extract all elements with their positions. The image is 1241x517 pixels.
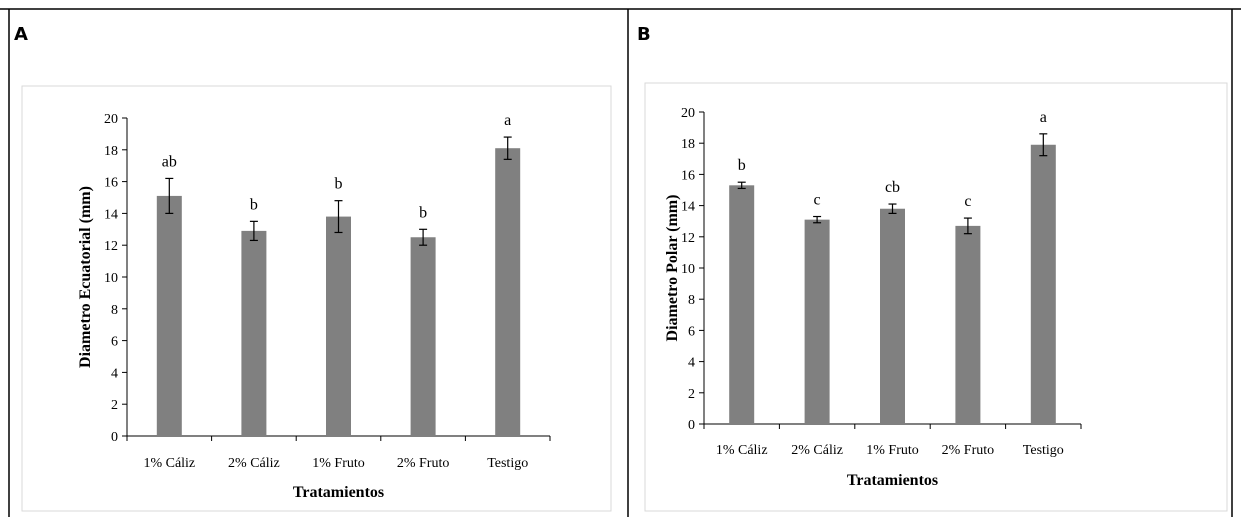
y-tick-label: 6 bbox=[688, 324, 695, 339]
significance-label: ab bbox=[162, 153, 177, 170]
significance-label: b bbox=[419, 204, 427, 221]
bar bbox=[410, 237, 436, 436]
panel-a-letter: A bbox=[14, 24, 28, 45]
y-tick-label: 2 bbox=[688, 387, 695, 402]
significance-label: b bbox=[335, 176, 343, 193]
category-label: 2% Fruto bbox=[942, 443, 995, 458]
bar bbox=[729, 185, 755, 424]
category-label: 1% Fruto bbox=[312, 456, 365, 471]
y-tick-label: 18 bbox=[104, 144, 118, 159]
significance-label: c bbox=[964, 193, 971, 210]
bar bbox=[804, 219, 830, 424]
y-tick-label: 14 bbox=[681, 200, 695, 215]
y-tick-label: 8 bbox=[111, 303, 118, 318]
category-label: 1% Cáliz bbox=[716, 443, 768, 458]
bar bbox=[880, 208, 905, 424]
bar bbox=[955, 225, 981, 424]
x-axis-title: Tratamientos bbox=[293, 484, 384, 501]
y-tick-label: 20 bbox=[681, 106, 695, 121]
y-tick-label: 6 bbox=[111, 335, 118, 350]
y-tick-label: 18 bbox=[681, 137, 695, 152]
category-label: Testigo bbox=[487, 456, 528, 471]
category-label: 2% Cáliz bbox=[228, 456, 280, 471]
significance-label: c bbox=[814, 192, 821, 209]
y-axis-title: Diametro Polar (mm) bbox=[664, 195, 681, 342]
y-tick-label: 14 bbox=[104, 207, 118, 222]
bar bbox=[326, 216, 351, 436]
y-tick-label: 12 bbox=[681, 231, 695, 246]
y-tick-label: 0 bbox=[688, 418, 695, 433]
significance-label: cb bbox=[885, 179, 900, 196]
y-tick-label: 2 bbox=[111, 398, 118, 413]
y-tick-label: 4 bbox=[111, 366, 118, 381]
y-tick-label: 16 bbox=[681, 168, 695, 183]
y-tick-label: 4 bbox=[688, 356, 695, 371]
category-label: 2% Fruto bbox=[397, 456, 450, 471]
significance-label: a bbox=[504, 112, 511, 129]
significance-label: b bbox=[738, 157, 746, 174]
y-tick-label: 8 bbox=[688, 293, 695, 308]
category-label: 2% Cáliz bbox=[791, 443, 843, 458]
y-tick-label: 16 bbox=[104, 176, 118, 191]
x-axis-title: Tratamientos bbox=[847, 472, 938, 489]
y-axis-title: Diametro Ecuatorial (mm) bbox=[77, 186, 94, 368]
y-tick-label: 12 bbox=[104, 239, 118, 254]
bar bbox=[495, 148, 521, 436]
significance-label: a bbox=[1040, 109, 1047, 126]
y-tick-label: 20 bbox=[104, 112, 118, 127]
y-tick-label: 10 bbox=[681, 262, 695, 277]
category-label: 1% Cáliz bbox=[143, 456, 195, 471]
category-label: Testigo bbox=[1023, 443, 1064, 458]
bar bbox=[1030, 144, 1056, 424]
y-tick-label: 0 bbox=[111, 430, 118, 445]
bar bbox=[241, 230, 267, 436]
chart-b: 0 2 4 6 8 10 12 14 16 18 20 b 1% Cáliz c 2% Cáliz cb 1% … bbox=[664, 106, 1082, 489]
significance-label: b bbox=[250, 196, 258, 213]
bar bbox=[156, 195, 182, 436]
y-tick-label: 10 bbox=[104, 271, 118, 286]
panel-b-letter: B bbox=[637, 24, 651, 45]
panel-b: B 0 2 4 6 8 10 12 14 16 18 20 b 1% Cáliz c 2% Cáliz cb 1… bbox=[637, 24, 1228, 512]
category-label: 1% Fruto bbox=[866, 443, 919, 458]
